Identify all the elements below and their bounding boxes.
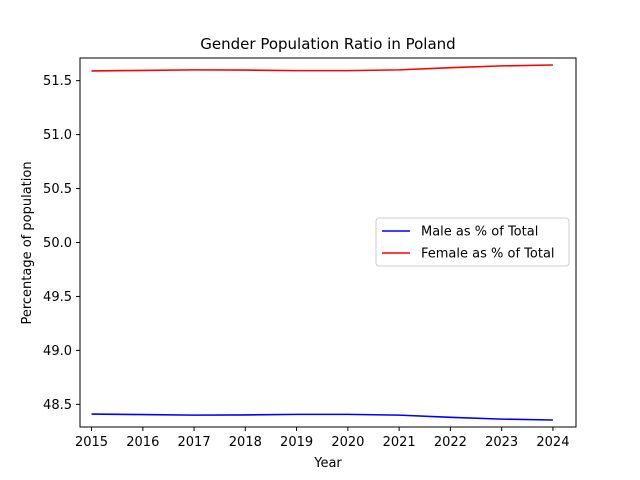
y-axis-label: Percentage of population <box>20 161 35 324</box>
x-tick-label: 2017 <box>178 435 211 450</box>
x-tick-label: 2020 <box>331 435 364 450</box>
x-tick-label: 2019 <box>280 435 313 450</box>
series-line-female <box>91 64 553 72</box>
y-tick-label: 51.5 <box>43 74 72 89</box>
legend-label: Female as % of Total <box>421 247 555 262</box>
x-tick-label: 2018 <box>229 435 262 450</box>
x-tick-label: 2023 <box>485 435 518 450</box>
x-tick-label: 2015 <box>75 435 108 450</box>
legend-box <box>375 217 570 267</box>
x-tick-label: 2022 <box>434 435 467 450</box>
y-tick-label: 49.5 <box>43 290 72 305</box>
series-line-male <box>91 413 553 421</box>
x-tick-label: 2024 <box>536 435 569 450</box>
chart-title: Gender Population Ratio in Poland <box>200 35 455 53</box>
x-axis-label: Year <box>313 456 342 471</box>
y-tick-label: 50.5 <box>43 182 72 197</box>
y-tick-label: 49.0 <box>43 344 72 359</box>
y-tick-label: 51.0 <box>43 128 72 143</box>
x-tick-label: 2021 <box>383 435 416 450</box>
x-tick-label: 2016 <box>126 435 159 450</box>
y-axis: 48.5 49.0 49.5 50.0 50.5 51.0 51.5 <box>43 74 80 413</box>
y-tick-label: 50.0 <box>43 236 72 251</box>
x-axis: 2015 2016 2017 2018 2019 2020 2021 2022 2023 2024 <box>75 427 569 450</box>
legend-label: Male as % of Total <box>421 225 538 240</box>
y-tick-label: 48.5 <box>43 398 72 413</box>
legend: Male as % of Total Female as % of Total <box>375 217 570 267</box>
